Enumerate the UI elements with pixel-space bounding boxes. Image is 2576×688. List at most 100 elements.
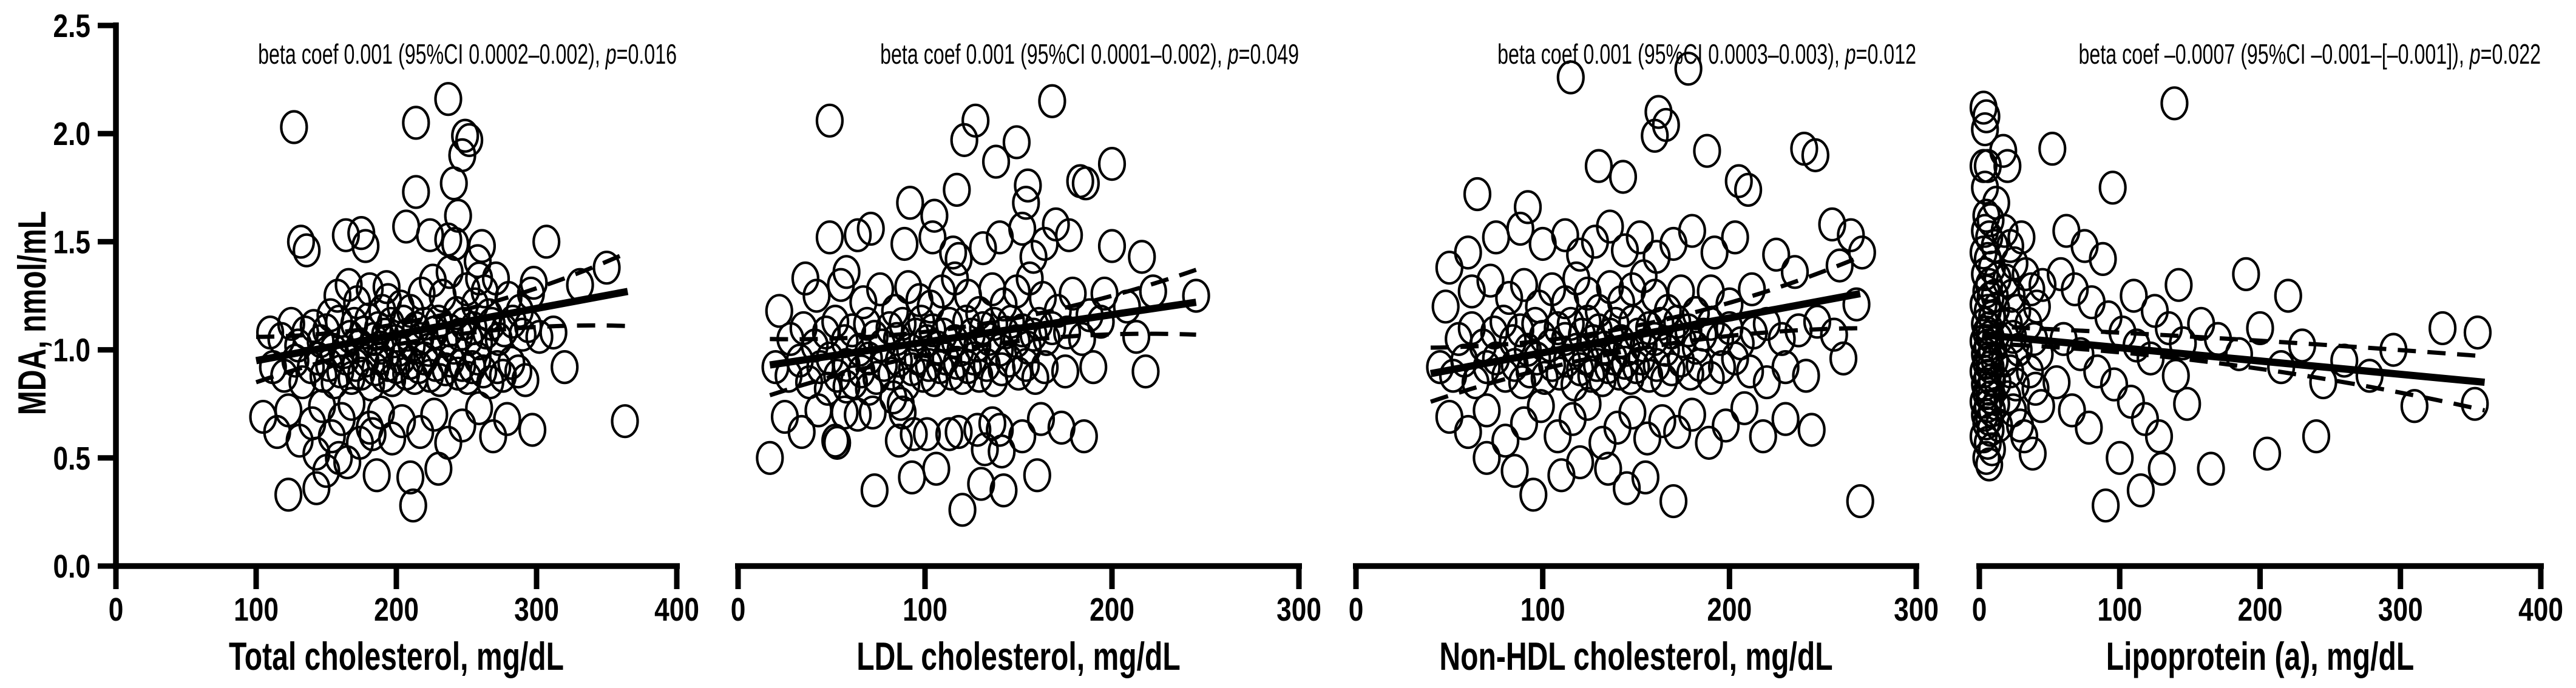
scatter-point — [855, 341, 883, 376]
scatter-point — [2017, 272, 2046, 306]
scatter-point — [1972, 440, 2001, 475]
scatter-point — [1991, 263, 2021, 298]
scatter-point — [971, 432, 999, 467]
scatter-point — [937, 356, 966, 391]
x-tick-label-group: 200 — [1707, 592, 1752, 628]
scatter-point — [416, 218, 444, 252]
scatter-point — [378, 421, 407, 456]
scatter-point — [866, 272, 895, 306]
scatter-point — [1667, 343, 1695, 378]
scatter-point — [435, 255, 464, 289]
x-axis-title-group: Total cholesterol, mg/dL — [229, 635, 564, 679]
scatter-point — [918, 220, 947, 255]
scatter-point — [2173, 386, 2201, 421]
scatter-point — [939, 235, 968, 270]
y-tick-label-group: 2.0 — [53, 116, 90, 152]
ci-lower-dashed-line — [769, 331, 1196, 397]
scatter-point — [333, 445, 362, 480]
scatter-point — [815, 103, 844, 138]
scatter-point — [815, 220, 844, 255]
y-tick-label: 2.5 — [53, 8, 90, 44]
scatter-point — [1818, 207, 1846, 241]
scatter-point — [2140, 294, 2169, 328]
scatter-point — [2106, 440, 2134, 475]
scatter-point — [1721, 341, 1749, 376]
scatter-point — [2022, 289, 2051, 324]
scatter-point — [2130, 402, 2159, 436]
scatter-point — [2117, 385, 2145, 419]
x-tick-label: 300 — [514, 592, 559, 628]
scatter-point — [399, 488, 427, 523]
scatter-point — [802, 278, 831, 313]
scatter-point — [959, 341, 988, 376]
scatter-point — [823, 425, 852, 460]
scatter-point — [331, 218, 360, 252]
y-axis-title: MDA, nmol/mL — [10, 211, 55, 416]
scatter-point — [1990, 214, 2019, 248]
scatter-point — [2070, 229, 2099, 263]
scatter-point — [2246, 311, 2274, 346]
scatter-point — [1026, 402, 1056, 436]
scatter-point — [2002, 367, 2030, 402]
scatter-point — [402, 106, 430, 140]
scatter-point — [1596, 209, 1624, 244]
x-tick-label-group: 300 — [1894, 592, 1939, 628]
scatter-point — [441, 226, 470, 261]
y-tick-label: 0.0 — [53, 548, 90, 585]
scatter-point — [1618, 395, 1647, 430]
scatter-point — [1696, 274, 1725, 309]
scatter-point — [1491, 423, 1520, 458]
scatter-point — [988, 352, 1016, 386]
scatter-point — [448, 408, 476, 443]
scatter-point — [1730, 391, 1759, 425]
scatter-point — [308, 389, 336, 423]
scatter-point — [1071, 166, 1100, 201]
x-tick-label-group: 0 — [1972, 592, 1987, 628]
scatter-point — [1069, 419, 1098, 454]
scatter-point — [1801, 138, 1829, 172]
x-tick-label-group: 200 — [1090, 592, 1134, 628]
x-tick-label-group: 400 — [654, 592, 699, 628]
beta-annotation: beta coef –0.0007 (95%CI –0.001–[–0.001]… — [2079, 39, 2541, 70]
x-tick-label: 100 — [2097, 592, 2142, 628]
x-tick-label-group: 300 — [1276, 592, 1321, 628]
scatter-point — [2098, 170, 2127, 205]
ci-lower-dashed-line — [1429, 326, 1860, 404]
scatter-point — [286, 224, 316, 259]
scatter-point — [1712, 408, 1740, 443]
scatter-point — [1566, 445, 1595, 480]
scatter-point — [532, 224, 561, 259]
scatter-point — [1605, 356, 1633, 391]
scatter-point — [312, 454, 341, 488]
scatter-point — [420, 397, 449, 432]
scatter-point — [1454, 235, 1482, 270]
x-axis-title-group: LDL cholesterol, mg/dL — [856, 635, 1180, 679]
scatter-point — [2052, 214, 2081, 248]
scatter-point — [1700, 235, 1729, 270]
scatter-point — [2274, 278, 2302, 313]
scatter-point — [1482, 220, 1510, 255]
scatter-point — [1014, 168, 1042, 203]
scatter-point — [479, 419, 507, 454]
scatter-point — [1004, 356, 1033, 391]
scatter-point — [2429, 311, 2457, 346]
scatter-point — [1527, 389, 1555, 423]
ci-upper-dashed-line — [256, 251, 629, 339]
scatter-point — [1002, 125, 1031, 160]
y-tick-label-group: 0.0 — [53, 548, 90, 585]
x-tick-label: 400 — [654, 592, 699, 628]
x-tick-label: 400 — [2518, 592, 2563, 628]
scatter-point — [1792, 359, 1820, 393]
scatter-point — [827, 268, 855, 302]
scatter-point — [302, 436, 331, 471]
x-tick-label-group: 200 — [2238, 592, 2283, 628]
scatter-point — [765, 294, 793, 328]
x-tick-label-group: 400 — [2518, 592, 2563, 628]
scatter-point — [1608, 160, 1638, 194]
x-tick-label-group: 0 — [109, 592, 124, 628]
scatter-point — [1975, 447, 2004, 482]
scatter-point — [832, 369, 861, 404]
scatter-point — [1663, 414, 1692, 450]
scatter-point — [1625, 220, 1654, 255]
